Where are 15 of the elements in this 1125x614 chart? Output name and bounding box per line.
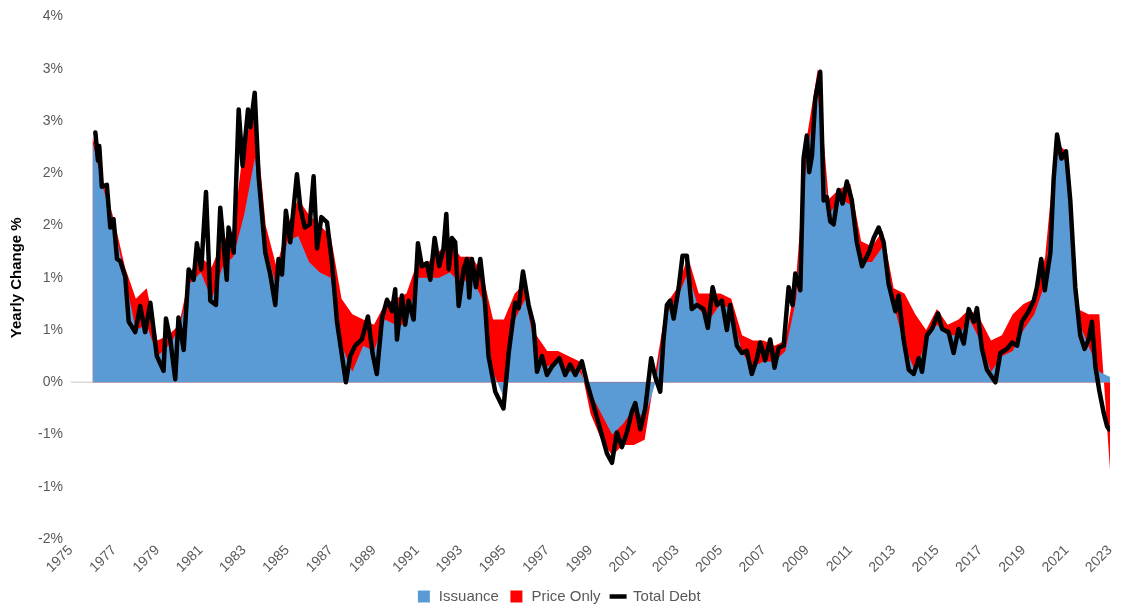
y-tick-label: 0% (42, 373, 63, 390)
y-tick-label: 2% (42, 216, 63, 233)
y-tick-label: -1% (37, 425, 63, 442)
y-axis-title: Yearly Change % (7, 217, 25, 339)
legend-label: Issuance (438, 586, 499, 604)
y-tick-label: 2% (42, 164, 63, 181)
y-tick-label: -2% (37, 529, 63, 546)
y-tick-label: -1% (37, 477, 63, 494)
y-tick-label: 1% (42, 268, 63, 285)
y-tick-label: 4% (42, 7, 63, 24)
legend-label: Total Debt (633, 586, 702, 604)
y-tick-label: 3% (42, 111, 63, 128)
y-tick-label: 1% (42, 320, 63, 337)
y-tick-label: 3% (42, 59, 63, 76)
legend-label: Price Only (531, 586, 602, 604)
